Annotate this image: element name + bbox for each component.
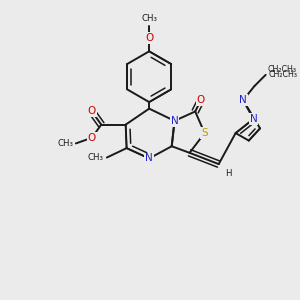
Text: N: N [145, 154, 153, 164]
Text: CH₃: CH₃ [87, 153, 103, 162]
Text: O: O [197, 95, 205, 105]
Text: CH₂CH₃: CH₂CH₃ [268, 65, 297, 74]
Text: CH₃: CH₃ [57, 139, 73, 148]
Text: N: N [239, 95, 247, 105]
Text: O: O [88, 133, 96, 143]
Text: H: H [225, 169, 232, 178]
Text: S: S [201, 128, 208, 138]
Text: CH₃: CH₃ [141, 14, 157, 23]
Text: N: N [171, 116, 178, 126]
Text: O: O [145, 33, 153, 43]
Text: CH₂CH₃: CH₂CH₃ [268, 70, 298, 79]
Text: O: O [88, 106, 96, 116]
Text: N: N [250, 114, 257, 124]
